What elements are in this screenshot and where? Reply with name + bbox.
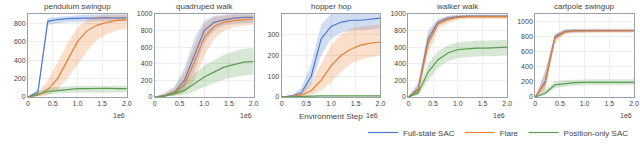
svg-text:400: 400	[394, 60, 406, 67]
svg-text:1.5: 1.5	[224, 100, 234, 107]
svg-text:1000: 1000	[137, 10, 153, 17]
svg-text:quadruped walk: quadruped walk	[176, 2, 233, 11]
svg-text:1e6: 1e6	[620, 112, 632, 119]
svg-text:200: 200	[521, 78, 533, 85]
svg-text:600: 600	[141, 44, 153, 51]
svg-text:2.0: 2.0	[502, 100, 512, 107]
svg-text:200: 200	[14, 75, 26, 82]
svg-text:1.0: 1.0	[580, 100, 590, 107]
svg-text:0: 0	[529, 93, 533, 100]
svg-text:1.0: 1.0	[453, 100, 463, 107]
svg-text:1.0: 1.0	[199, 100, 209, 107]
svg-text:800: 800	[394, 27, 406, 34]
svg-text:0: 0	[148, 93, 152, 100]
svg-text:0: 0	[533, 100, 537, 107]
svg-text:1000: 1000	[390, 10, 406, 17]
svg-text:Full-state SAC: Full-state SAC	[403, 129, 455, 138]
svg-text:0: 0	[275, 93, 279, 100]
svg-text:1.0: 1.0	[326, 100, 336, 107]
svg-text:600: 600	[14, 38, 26, 45]
svg-text:walker walk: walker walk	[436, 2, 479, 11]
svg-text:600: 600	[521, 48, 533, 55]
svg-text:0.5: 0.5	[175, 100, 185, 107]
svg-text:800: 800	[14, 20, 26, 27]
svg-text:0: 0	[280, 100, 284, 107]
svg-text:1e6: 1e6	[493, 112, 505, 119]
svg-text:1.5: 1.5	[351, 100, 361, 107]
svg-text:1.5: 1.5	[478, 100, 488, 107]
svg-text:pendulum swingup: pendulum swingup	[44, 2, 111, 11]
svg-text:2.0: 2.0	[122, 100, 132, 107]
svg-text:hopper hop: hopper hop	[311, 2, 352, 11]
svg-text:200: 200	[394, 77, 406, 84]
svg-text:1e6: 1e6	[113, 112, 125, 119]
svg-text:Position-only SAC: Position-only SAC	[564, 129, 629, 138]
svg-text:0.5: 0.5	[555, 100, 565, 107]
svg-text:100: 100	[268, 73, 280, 80]
svg-text:0.5: 0.5	[428, 100, 438, 107]
svg-text:1000: 1000	[517, 18, 533, 25]
svg-text:1.0: 1.0	[73, 100, 83, 107]
svg-text:2.0: 2.0	[376, 100, 386, 107]
svg-text:0: 0	[26, 100, 30, 107]
svg-text:0: 0	[153, 100, 157, 107]
svg-text:Flare: Flare	[500, 129, 519, 138]
svg-text:200: 200	[268, 52, 280, 59]
svg-text:0.5: 0.5	[48, 100, 58, 107]
svg-text:400: 400	[141, 60, 153, 67]
svg-text:0: 0	[402, 93, 406, 100]
svg-text:600: 600	[394, 44, 406, 51]
svg-text:0: 0	[406, 100, 410, 107]
svg-text:800: 800	[141, 27, 153, 34]
svg-text:Environment Step: Environment Step	[299, 112, 363, 121]
svg-text:1e6: 1e6	[366, 112, 378, 119]
svg-text:400: 400	[14, 57, 26, 64]
svg-text:1.5: 1.5	[97, 100, 107, 107]
svg-text:0: 0	[22, 93, 26, 100]
svg-text:300: 300	[268, 31, 280, 38]
svg-text:400: 400	[521, 63, 533, 70]
svg-text:800: 800	[521, 33, 533, 40]
svg-text:2.0: 2.0	[249, 100, 259, 107]
svg-text:cartpole swingup: cartpole swingup	[554, 2, 615, 11]
svg-text:1.5: 1.5	[604, 100, 614, 107]
svg-text:1e6: 1e6	[240, 112, 252, 119]
svg-text:200: 200	[141, 77, 153, 84]
svg-text:0.5: 0.5	[301, 100, 311, 107]
svg-text:2.0: 2.0	[629, 100, 639, 107]
